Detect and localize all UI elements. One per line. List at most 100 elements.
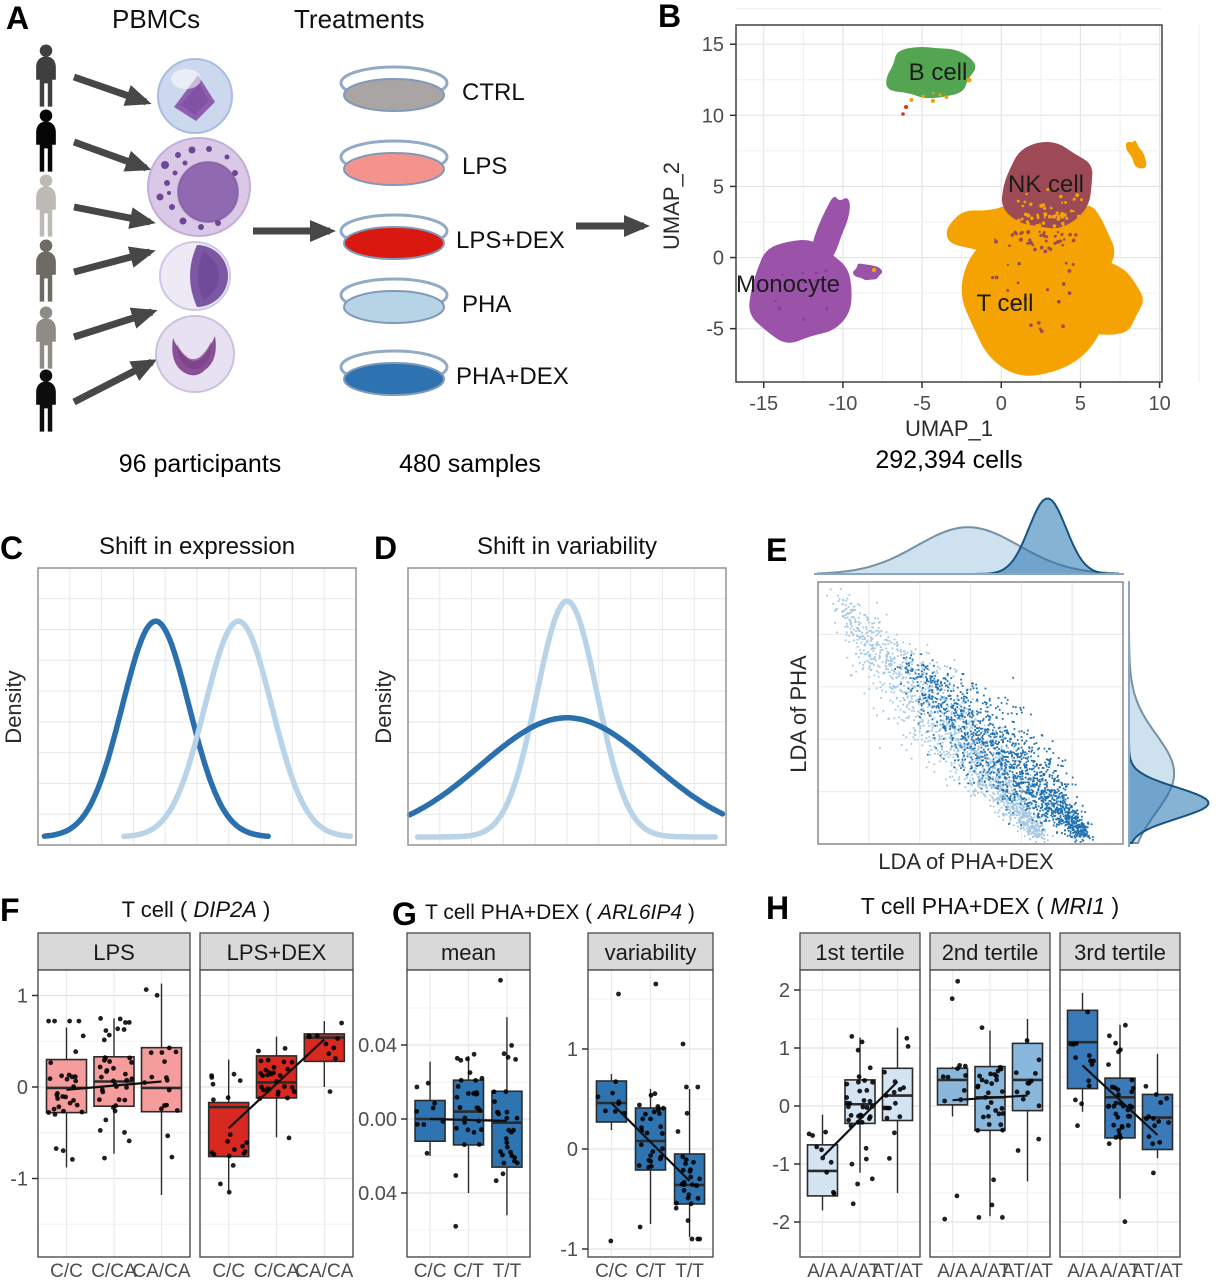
umap-x-axis-label: UMAP_1 bbox=[904, 416, 994, 441]
panel-g-title-pre: T cell PHA+DEX ( bbox=[425, 901, 599, 924]
schematic-arrows bbox=[72, 73, 650, 406]
chart-text: -1 bbox=[772, 1154, 790, 1176]
panel-h-title: T cell PHA+DEX ( MRI1 ) bbox=[790, 893, 1190, 920]
chart-text: C/CA bbox=[91, 1261, 137, 1280]
chart-text: 0 bbox=[713, 248, 724, 270]
chart-text: 15 bbox=[702, 34, 724, 56]
panel-h-title-post: ) bbox=[1105, 893, 1120, 919]
chart-text: 10 bbox=[1148, 393, 1170, 415]
chart-text: -10 bbox=[828, 393, 857, 415]
chart-text: 0.04 bbox=[358, 1035, 397, 1057]
panel-f-title-post: ) bbox=[256, 897, 271, 922]
chart-text: -15 bbox=[749, 393, 778, 415]
chart-text: C/C bbox=[414, 1261, 447, 1280]
chart-text: C/CA bbox=[254, 1261, 300, 1280]
chart-text: -5 bbox=[706, 319, 724, 341]
treatment-label-lps-dex: LPS+DEX bbox=[456, 227, 565, 254]
lda-panel bbox=[814, 497, 1210, 847]
treatment-label-pha-dex: PHA+DEX bbox=[456, 363, 569, 390]
panel-f-title-pre: T cell ( bbox=[121, 897, 194, 922]
chart-text: AT/AT bbox=[872, 1261, 923, 1280]
chart-text: C/T bbox=[453, 1261, 484, 1280]
chart-text: T/T bbox=[493, 1261, 522, 1280]
boxplot-panel-g: mean 0.04 0.00 0.04 C/C C/T T/T variability 1 0 -1… bbox=[358, 932, 714, 1280]
chart-text: 1 bbox=[17, 986, 28, 1008]
umap-plot: Monocyte B cell NK cell T cell -15 -10 -5 0 5 10 1… bbox=[702, 8, 1200, 415]
dish-lps bbox=[339, 139, 449, 186]
chart-text: 2nd tertile bbox=[942, 940, 1039, 965]
panel-g-gene: ARL6IP4 bbox=[598, 901, 683, 924]
chart-text: 10 bbox=[702, 105, 724, 127]
panel-d-title: Shift in variability bbox=[476, 533, 658, 560]
cell-image-monocyte bbox=[147, 137, 251, 237]
chart-text: 0 bbox=[779, 1096, 790, 1118]
chart-text: -5 bbox=[913, 393, 931, 415]
dish-lps-dex bbox=[339, 213, 449, 260]
panel-h-gene: MRI1 bbox=[1050, 893, 1106, 919]
panel-letter-b: B bbox=[658, 0, 682, 34]
chart-text: LPS bbox=[93, 940, 135, 965]
panel-letter-c: C bbox=[0, 530, 24, 566]
density-panel bbox=[406, 567, 727, 846]
chart-text: -2 bbox=[772, 1212, 790, 1234]
chart-text: Monocyte bbox=[736, 271, 840, 298]
chart-text: 2 bbox=[779, 980, 790, 1002]
person-icon bbox=[36, 369, 56, 432]
chart-text: AT/AT bbox=[1002, 1261, 1053, 1280]
panel-d-y-axis-label: Density bbox=[371, 670, 396, 744]
chart-text: 0.00 bbox=[358, 1109, 397, 1131]
chart-text: AT/AT bbox=[1132, 1261, 1183, 1280]
chart-text: B cell bbox=[909, 59, 968, 86]
chart-text: A/A bbox=[807, 1261, 838, 1280]
person-icon bbox=[36, 44, 56, 107]
chart-text: CA/CA bbox=[132, 1261, 190, 1280]
chart-text: 1 bbox=[567, 1039, 578, 1061]
chart-text: C/C bbox=[212, 1261, 245, 1280]
panel-f-title: T cell ( DIP2A ) bbox=[36, 897, 356, 923]
panel-g-title: T cell PHA+DEX ( ARL6IP4 ) bbox=[400, 901, 720, 925]
treatment-label-lps: LPS bbox=[462, 153, 508, 180]
chart-text: 5 bbox=[713, 176, 724, 198]
chart-text: -1 bbox=[10, 1169, 28, 1191]
chart-text: 1st tertile bbox=[815, 940, 904, 965]
chart-text: 0 bbox=[17, 1077, 28, 1099]
lda-y-axis-label: LDA of PHA bbox=[786, 655, 811, 773]
cell-image-lymphocyte bbox=[157, 58, 233, 134]
panel-g-title-post: ) bbox=[682, 901, 695, 924]
panel-letter-d: D bbox=[374, 530, 398, 566]
chart-text: T/T bbox=[675, 1261, 704, 1280]
chart-text: A/AT bbox=[1100, 1261, 1141, 1280]
chart-text: C/C bbox=[595, 1261, 628, 1280]
chart-text: A/AT bbox=[840, 1261, 881, 1280]
lda-x-axis-label: LDA of PHA+DEX bbox=[878, 849, 1054, 874]
dish-pha-dex bbox=[339, 349, 449, 396]
panel-c-y-axis-label: Density bbox=[1, 670, 26, 744]
dish-pha bbox=[339, 277, 449, 324]
treatment-label-pha: PHA bbox=[462, 291, 512, 318]
chart-text: A/AT bbox=[970, 1261, 1011, 1280]
panel-c-title: Shift in expression bbox=[98, 533, 296, 560]
person-icon bbox=[36, 109, 56, 172]
panel-h-title-pre: T cell PHA+DEX ( bbox=[860, 893, 1051, 919]
panel-letter-h: H bbox=[766, 890, 790, 926]
panel-f-gene: DIP2A bbox=[193, 897, 257, 922]
person-icon bbox=[36, 306, 56, 369]
density-panel bbox=[37, 567, 357, 846]
chart-text: CA/CA bbox=[295, 1261, 353, 1280]
chart-text: 0 bbox=[996, 393, 1007, 415]
samples-count: 480 samples bbox=[399, 450, 541, 478]
participants-count: 96 participants bbox=[118, 450, 282, 478]
chart-text: variability bbox=[605, 940, 697, 965]
chart-text: 3rd tertile bbox=[1074, 940, 1166, 965]
chart-text: NK cell bbox=[1008, 171, 1084, 198]
panel-letter-g: G bbox=[392, 896, 417, 932]
chart-text: 5 bbox=[1075, 393, 1086, 415]
cell-image-neutrophil bbox=[155, 315, 235, 393]
dish-ctrl bbox=[339, 65, 449, 112]
chart-text: -1 bbox=[560, 1239, 578, 1261]
chart-text: 0 bbox=[567, 1139, 578, 1161]
panel-letter-a: A bbox=[6, 0, 30, 36]
